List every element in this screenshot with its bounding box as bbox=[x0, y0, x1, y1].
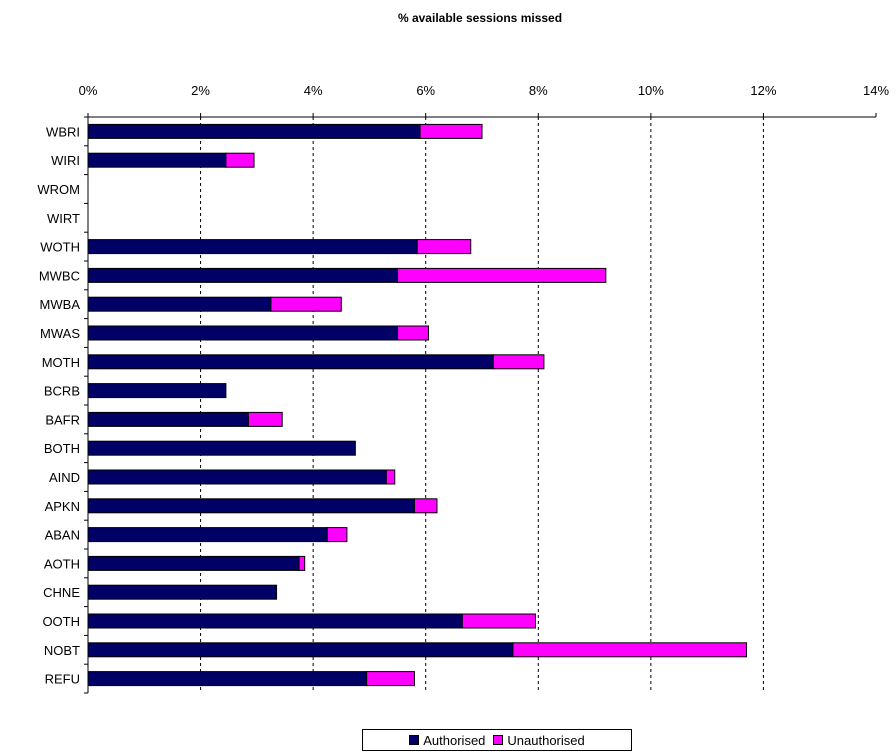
bar-authorised-bafr bbox=[87, 411, 249, 427]
category-label: MOTH bbox=[42, 355, 80, 370]
category-label: AOTH bbox=[44, 556, 80, 571]
bar-authorised-moth bbox=[87, 354, 494, 370]
bar-authorised-wbri bbox=[87, 123, 421, 139]
bar-unauthorised-refu bbox=[366, 671, 415, 687]
bar-authorised-mwas bbox=[87, 325, 399, 341]
category-label: WIRI bbox=[51, 153, 80, 168]
bar-unauthorised-ooth bbox=[461, 613, 536, 629]
bar-authorised-aban bbox=[87, 527, 328, 543]
x-tick-label: 14% bbox=[863, 83, 889, 98]
bar-authorised-wiri bbox=[87, 152, 227, 168]
bar-authorised-apkn bbox=[87, 498, 415, 514]
x-tick-label: 10% bbox=[638, 83, 664, 98]
x-tick-label: 8% bbox=[529, 83, 548, 98]
bar-unauthorised-mwbc bbox=[397, 267, 607, 283]
category-label: WBRI bbox=[46, 124, 80, 139]
bar-unauthorised-aban bbox=[326, 527, 348, 543]
category-label: WROM bbox=[37, 182, 80, 197]
category-label: MWBA bbox=[40, 297, 81, 312]
x-tick-label: 2% bbox=[191, 83, 210, 98]
category-label: AIND bbox=[49, 470, 80, 485]
category-label: WOTH bbox=[40, 240, 80, 255]
legend-item-authorised: Authorised bbox=[409, 733, 485, 748]
bar-unauthorised-wiri bbox=[225, 152, 255, 168]
bar-authorised-both bbox=[87, 440, 356, 456]
bar-unauthorised-aoth bbox=[298, 555, 306, 571]
category-label: BAFR bbox=[45, 412, 80, 427]
x-tick-label: 6% bbox=[416, 83, 435, 98]
x-tick-label: 12% bbox=[750, 83, 776, 98]
x-tick-label: 4% bbox=[304, 83, 323, 98]
bar-unauthorised-aind bbox=[385, 469, 396, 485]
axes bbox=[84, 113, 877, 694]
gridlines bbox=[200, 117, 764, 693]
bars bbox=[87, 123, 748, 687]
bar-authorised-bcrb bbox=[87, 383, 227, 399]
bar-authorised-nobt bbox=[87, 642, 514, 658]
category-label: APKN bbox=[45, 499, 80, 514]
category-label: MWAS bbox=[40, 326, 80, 341]
bar-authorised-refu bbox=[87, 671, 368, 687]
x-tick-label: 0% bbox=[79, 83, 98, 98]
legend: Authorised Unauthorised bbox=[362, 729, 632, 751]
category-label: MWBC bbox=[39, 268, 80, 283]
bar-authorised-woth bbox=[87, 239, 418, 255]
bar-unauthorised-nobt bbox=[512, 642, 748, 658]
category-label: NOBT bbox=[44, 643, 80, 658]
bar-unauthorised-mwba bbox=[270, 296, 342, 312]
legend-item-unauthorised: Unauthorised bbox=[493, 732, 585, 748]
category-labels: WBRI WIRI WROM WIRT WOTH MWBC MWBA MWAS MOTH BCRB… bbox=[37, 124, 80, 686]
category-label: WIRT bbox=[47, 211, 80, 226]
bar-authorised-mwbc bbox=[87, 267, 399, 283]
category-label: CHNE bbox=[43, 585, 80, 600]
bar-authorised-aind bbox=[87, 469, 387, 485]
bar-unauthorised-moth bbox=[492, 354, 545, 370]
category-label: OOTH bbox=[42, 614, 80, 629]
category-label: BOTH bbox=[44, 441, 80, 456]
legend-swatch-unauthorised bbox=[493, 735, 504, 745]
legend-label-authorised: Authorised bbox=[423, 732, 486, 748]
legend-swatch-authorised bbox=[409, 735, 420, 745]
bar-authorised-aoth bbox=[87, 555, 300, 571]
chart-title: % available sessions missed bbox=[398, 11, 562, 25]
bar-unauthorised-wbri bbox=[419, 123, 483, 139]
x-tick-labels: 0% 2% 4% 6% 8% 10% 12% 14% bbox=[79, 83, 890, 98]
bar-unauthorised-apkn bbox=[413, 498, 438, 514]
bar-authorised-mwba bbox=[87, 296, 272, 312]
bar-unauthorised-woth bbox=[416, 239, 472, 255]
category-label: REFU bbox=[45, 672, 80, 687]
category-label: BCRB bbox=[44, 384, 80, 399]
bar-authorised-ooth bbox=[87, 613, 463, 629]
legend-label-unauthorised: Unauthorised bbox=[507, 732, 585, 748]
bar-unauthorised-bafr bbox=[247, 411, 283, 427]
category-label: ABAN bbox=[45, 528, 80, 543]
bar-unauthorised-mwas bbox=[397, 325, 430, 341]
bar-authorised-chne bbox=[87, 584, 278, 600]
